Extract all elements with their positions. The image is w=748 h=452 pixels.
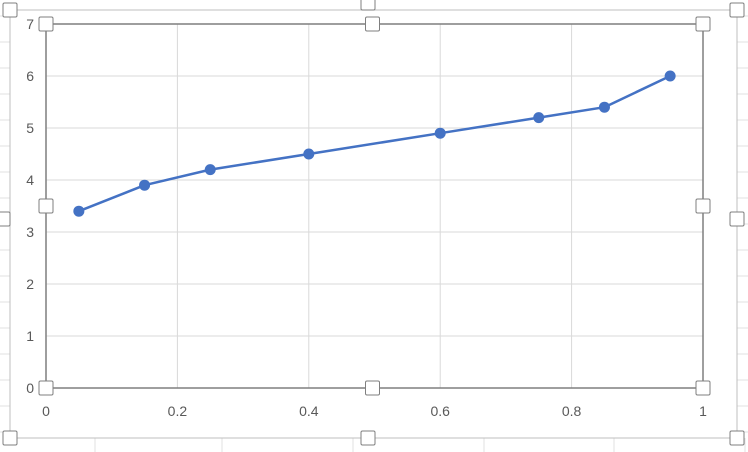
y-tick-label: 3 <box>26 224 34 240</box>
chart-area[interactable] <box>9 9 738 439</box>
plot-handle-middle-left[interactable] <box>38 198 54 214</box>
x-tick-label: 1 <box>699 403 707 419</box>
x-tick-label: 0.4 <box>299 403 319 419</box>
data-point[interactable] <box>533 112 545 124</box>
plot-handle-bottom-right[interactable] <box>695 380 711 396</box>
x-tick-label: 0.2 <box>168 403 188 419</box>
sheet-gridlines <box>0 15 748 452</box>
y-tick-label: 4 <box>26 172 34 188</box>
y-tick-label: 5 <box>26 120 34 136</box>
data-point[interactable] <box>303 148 315 160</box>
y-tick-label: 1 <box>26 328 34 344</box>
x-tick-label: 0.6 <box>430 403 450 419</box>
x-axis-tick-labels: 0 0.2 0.4 0.6 0.8 1 <box>42 403 707 419</box>
data-point[interactable] <box>204 164 216 176</box>
y-axis-tick-labels: 0 1 2 3 4 5 6 7 <box>26 16 34 396</box>
x-tick-label: 0 <box>42 403 50 419</box>
plot-handle-bottom-center[interactable] <box>365 380 380 396</box>
chart-handle-bottom-right[interactable] <box>729 430 745 446</box>
series-layer[interactable] <box>73 70 676 217</box>
chart-handle-top-right[interactable] <box>729 2 745 18</box>
data-point[interactable] <box>434 127 446 139</box>
plot-gridlines <box>46 24 703 388</box>
x-tick-label: 0.8 <box>562 403 582 419</box>
plot-handle-top-right[interactable] <box>695 16 711 32</box>
chart-handle-middle-left[interactable] <box>0 211 11 227</box>
data-point[interactable] <box>664 70 676 82</box>
chart-handle-top-left[interactable] <box>2 2 18 18</box>
y-tick-label: 7 <box>26 16 34 32</box>
data-point[interactable] <box>73 205 85 217</box>
y-tick-label: 0 <box>26 380 34 396</box>
chart-handle-middle-right[interactable] <box>729 211 745 227</box>
y-tick-label: 2 <box>26 276 34 292</box>
data-point[interactable] <box>598 101 610 113</box>
y-tick-label: 6 <box>26 68 34 84</box>
series-line[interactable] <box>78 74 671 213</box>
chart-handle-bottom-center[interactable] <box>360 430 376 446</box>
plot-handle-bottom-left[interactable] <box>38 380 54 396</box>
plot-handle-top-center[interactable] <box>365 16 380 32</box>
plot-handle-middle-right[interactable] <box>695 198 711 214</box>
chart-handle-top-center[interactable] <box>360 0 376 11</box>
data-point[interactable] <box>139 179 151 191</box>
plot-handle-top-left[interactable] <box>38 16 54 32</box>
chart-handle-bottom-left[interactable] <box>2 430 18 446</box>
